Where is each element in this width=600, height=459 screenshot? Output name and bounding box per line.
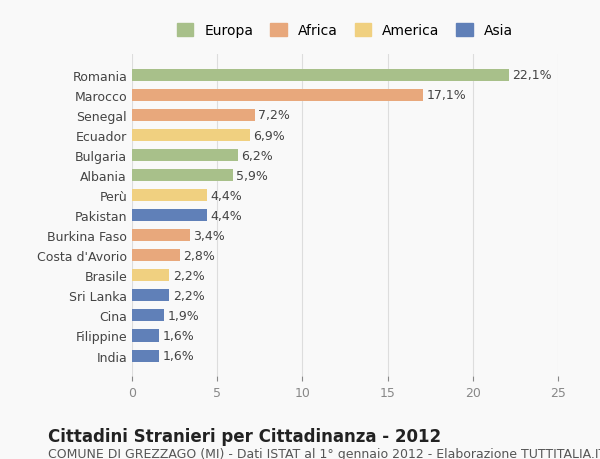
Text: 5,9%: 5,9% [236,169,268,182]
Bar [132,130,250,142]
Bar [132,330,159,342]
Legend: Europa, Africa, America, Asia: Europa, Africa, America, Asia [173,20,517,43]
Text: 2,8%: 2,8% [183,249,215,262]
Text: 1,6%: 1,6% [163,349,194,362]
Bar [132,310,164,322]
Bar [132,170,233,182]
Text: COMUNE DI GREZZAGO (MI) - Dati ISTAT al 1° gennaio 2012 - Elaborazione TUTTITALI: COMUNE DI GREZZAGO (MI) - Dati ISTAT al … [48,448,600,459]
Bar [132,90,424,102]
Bar [132,110,254,122]
Text: 22,1%: 22,1% [512,69,551,82]
Bar [132,270,169,282]
Bar [132,230,190,242]
Text: Cittadini Stranieri per Cittadinanza - 2012: Cittadini Stranieri per Cittadinanza - 2… [48,427,441,445]
Text: 2,2%: 2,2% [173,269,205,282]
Text: 2,2%: 2,2% [173,289,205,302]
Bar [132,290,169,302]
Text: 4,4%: 4,4% [211,189,242,202]
Bar [132,250,180,262]
Text: 6,2%: 6,2% [241,149,273,162]
Bar [132,70,509,82]
Text: 6,9%: 6,9% [253,129,285,142]
Text: 7,2%: 7,2% [258,109,290,122]
Text: 1,9%: 1,9% [168,309,200,322]
Bar [132,210,207,222]
Bar [132,350,159,362]
Bar [132,190,207,202]
Text: 17,1%: 17,1% [427,89,467,102]
Text: 1,6%: 1,6% [163,329,194,342]
Text: 3,4%: 3,4% [193,229,225,242]
Text: 4,4%: 4,4% [211,209,242,222]
Bar [132,150,238,162]
